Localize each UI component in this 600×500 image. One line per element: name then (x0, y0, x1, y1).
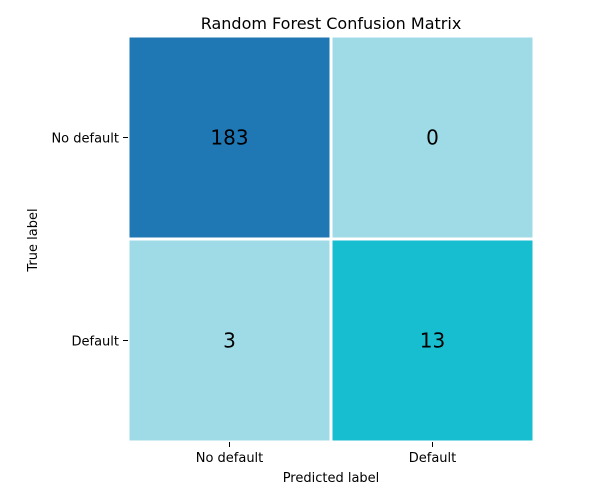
x-tick-label: No default (196, 451, 264, 466)
y-axis-label: True label (26, 208, 41, 272)
cell-value-label: 3 (223, 329, 236, 353)
chart-title: Random Forest Confusion Matrix (201, 14, 462, 33)
heatmap-cell (126, 237, 333, 444)
cell-value-label: 183 (210, 126, 248, 150)
heatmap-cell (126, 34, 333, 241)
x-axis-label: Predicted label (283, 471, 380, 486)
y-axis: No default Default (51, 132, 128, 350)
y-tick-label: No default (51, 132, 119, 147)
x-tick-label: Default (409, 451, 457, 466)
y-tick-label: Default (72, 335, 120, 350)
cell-value-label: 13 (420, 329, 445, 353)
heatmap-cell (329, 237, 536, 444)
heatmap-cell (329, 34, 536, 241)
heatmap-cells: 183 0 3 13 (126, 34, 536, 444)
x-axis: No default Default (196, 442, 457, 466)
cell-value-label: 0 (426, 126, 439, 150)
